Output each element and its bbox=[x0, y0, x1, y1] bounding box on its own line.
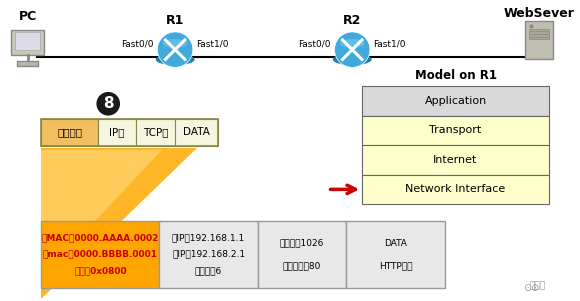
Text: Fast0/0: Fast0/0 bbox=[299, 40, 331, 49]
Ellipse shape bbox=[163, 39, 187, 48]
Bar bbox=[525, 21, 553, 58]
Bar bbox=[11, 30, 44, 54]
Circle shape bbox=[157, 32, 193, 67]
Bar bbox=[136, 119, 175, 146]
Text: 类型：0x0800: 类型：0x0800 bbox=[74, 266, 126, 275]
Bar bbox=[346, 221, 445, 288]
Bar bbox=[41, 221, 160, 288]
Polygon shape bbox=[41, 150, 162, 278]
Text: Application: Application bbox=[425, 96, 487, 106]
Text: Model on R1: Model on R1 bbox=[415, 69, 496, 82]
Text: 目的端口号80: 目的端口号80 bbox=[283, 261, 321, 270]
Bar bbox=[41, 119, 219, 146]
Text: TCP头: TCP头 bbox=[143, 127, 168, 137]
Bar bbox=[17, 61, 38, 67]
Text: DATA: DATA bbox=[384, 239, 407, 248]
Text: Fast0/0: Fast0/0 bbox=[121, 40, 154, 49]
Ellipse shape bbox=[340, 39, 365, 48]
Bar bbox=[41, 119, 99, 146]
Bar bbox=[160, 221, 258, 288]
Text: R2: R2 bbox=[343, 14, 361, 27]
Text: Fast1/0: Fast1/0 bbox=[196, 40, 229, 49]
Text: Transport: Transport bbox=[429, 125, 481, 135]
Bar bbox=[14, 32, 41, 50]
Bar bbox=[362, 116, 549, 145]
Text: 亿速云: 亿速云 bbox=[530, 282, 546, 291]
Text: PC: PC bbox=[19, 10, 37, 23]
Bar bbox=[362, 86, 549, 116]
Text: 源端口号1026: 源端口号1026 bbox=[280, 239, 324, 248]
Text: HTTP荷载: HTTP荷载 bbox=[379, 261, 412, 270]
Text: ⊙⊙: ⊙⊙ bbox=[523, 283, 539, 293]
Text: 8: 8 bbox=[103, 96, 114, 111]
Text: 以太网头: 以太网头 bbox=[57, 127, 82, 137]
Text: Fast1/0: Fast1/0 bbox=[374, 40, 406, 49]
Ellipse shape bbox=[155, 54, 195, 65]
Bar bbox=[258, 221, 346, 288]
Text: 源MAC：0000.AAAA.0002: 源MAC：0000.AAAA.0002 bbox=[42, 233, 159, 242]
Text: Internet: Internet bbox=[433, 155, 478, 165]
Text: DATA: DATA bbox=[183, 127, 210, 137]
Text: 源IP：192.168.1.1: 源IP：192.168.1.1 bbox=[172, 233, 245, 242]
Polygon shape bbox=[41, 148, 197, 299]
Text: 目IP：192.168.2.1: 目IP：192.168.2.1 bbox=[172, 250, 245, 259]
Bar bbox=[362, 145, 549, 175]
Text: R1: R1 bbox=[166, 14, 184, 27]
Text: 协议号：6: 协议号：6 bbox=[195, 266, 222, 275]
Bar bbox=[530, 29, 549, 39]
Text: IP头: IP头 bbox=[110, 127, 125, 137]
Ellipse shape bbox=[333, 54, 372, 65]
Circle shape bbox=[96, 92, 120, 116]
Bar bbox=[99, 119, 136, 146]
Text: 目mac：0000.BBBB.0001: 目mac：0000.BBBB.0001 bbox=[43, 250, 158, 259]
Text: Network Interface: Network Interface bbox=[405, 185, 506, 194]
Bar bbox=[175, 119, 219, 146]
Text: WebSever: WebSever bbox=[504, 7, 575, 20]
Circle shape bbox=[335, 32, 370, 67]
Bar bbox=[362, 175, 549, 204]
